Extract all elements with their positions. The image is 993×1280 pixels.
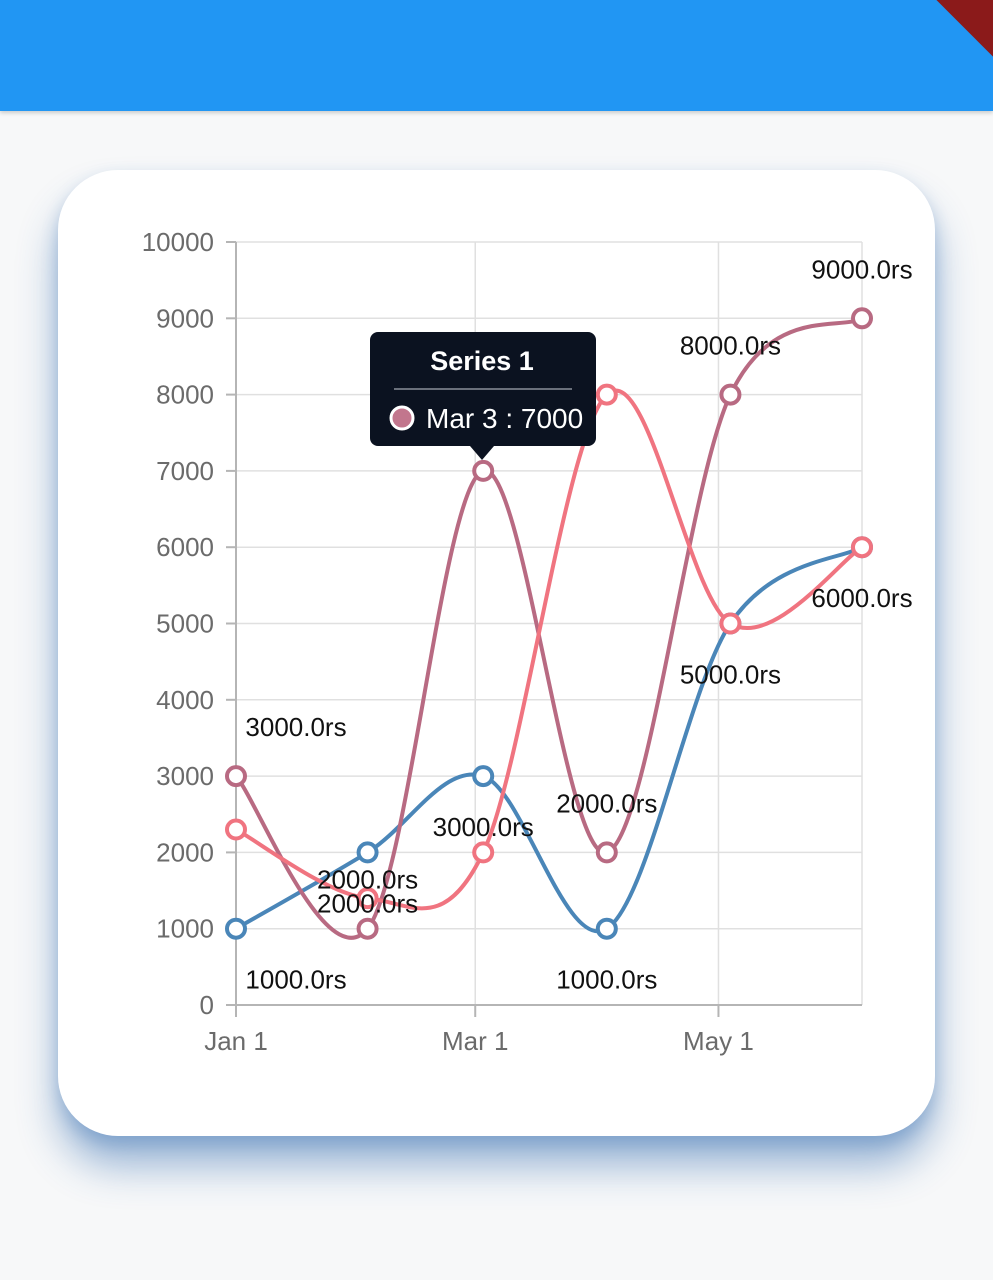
series-2-marker[interactable] [719, 383, 742, 406]
y-axis-labels: 0 1000 2000 3000 4000 5000 6000 7000 8000 9000 100… [142, 227, 214, 1020]
x-tick-label: Jan 1 [204, 1026, 268, 1056]
series-1-marker[interactable] [472, 765, 495, 788]
series-3-marker[interactable] [595, 383, 618, 406]
series-3-marker[interactable] [472, 841, 495, 864]
x-axis-labels: Jan 1 Mar 1 May 1 [204, 1026, 754, 1056]
series-3-marker[interactable] [719, 612, 742, 635]
data-label: 2000.0rs [317, 888, 418, 918]
series-2-marker[interactable] [595, 841, 618, 864]
series-3-marker[interactable] [356, 887, 379, 910]
data-label: 5000.0rs [680, 660, 781, 690]
series-3-marker[interactable] [851, 536, 873, 559]
data-label: 3000.0rs [245, 712, 346, 742]
data-label: 2000.0rs [556, 788, 657, 818]
data-label: 9000.0rs [811, 254, 912, 284]
series-2-marker[interactable] [356, 917, 379, 940]
series-2-marker[interactable] [851, 307, 873, 330]
series-2-marker[interactable] [472, 459, 495, 482]
y-tick-label: 0 [200, 990, 214, 1020]
tooltip-arrow [470, 446, 494, 460]
tooltip-title: Series 1 [430, 346, 534, 376]
y-tick-label: 5000 [156, 609, 214, 639]
debug-banner [936, 0, 993, 57]
y-tick-label: 3000 [156, 761, 214, 791]
tooltip: Series 1 Mar 3 : 7000 [370, 332, 596, 460]
data-label: 6000.0rs [811, 583, 912, 613]
tooltip-marker [389, 405, 415, 431]
tooltip-text: Mar 3 : 7000 [426, 403, 583, 434]
data-label: 1000.0rs [245, 965, 346, 995]
data-labels: 1000.0rs 2000.0rs 3000.0rs 1000.0rs 5000.0rs… [245, 254, 912, 994]
data-label: 2000.0rs [317, 865, 418, 895]
data-label: 8000.0rs [680, 331, 781, 361]
y-tick-label: 2000 [156, 837, 214, 867]
y-tick-label: 10000 [142, 227, 214, 257]
line-chart[interactable]: 0 1000 2000 3000 4000 5000 6000 7000 8000 9000 100… [58, 170, 935, 1136]
data-label: 3000.0rs [433, 812, 534, 842]
x-tick-label: May 1 [683, 1026, 754, 1056]
axes [226, 241, 862, 1017]
series-1-marker[interactable] [595, 917, 618, 940]
y-tick-label: 4000 [156, 685, 214, 715]
x-tick-label: Mar 1 [442, 1026, 508, 1056]
y-tick-label: 8000 [156, 380, 214, 410]
series-line-3 [235, 388, 864, 911]
data-label: 1000.0rs [556, 965, 657, 995]
y-tick-label: 7000 [156, 456, 214, 486]
series-1-marker[interactable] [225, 917, 247, 940]
y-tick-label: 9000 [156, 303, 214, 333]
series-2-marker[interactable] [225, 765, 247, 788]
series-markers [225, 307, 873, 940]
series-1-marker[interactable] [356, 841, 379, 864]
chart-card: 0 1000 2000 3000 4000 5000 6000 7000 8000 9000 100… [58, 170, 935, 1136]
series-3-marker[interactable] [225, 818, 247, 841]
y-tick-label: 1000 [156, 914, 214, 944]
app-bar [0, 0, 993, 111]
y-tick-label: 6000 [156, 532, 214, 562]
